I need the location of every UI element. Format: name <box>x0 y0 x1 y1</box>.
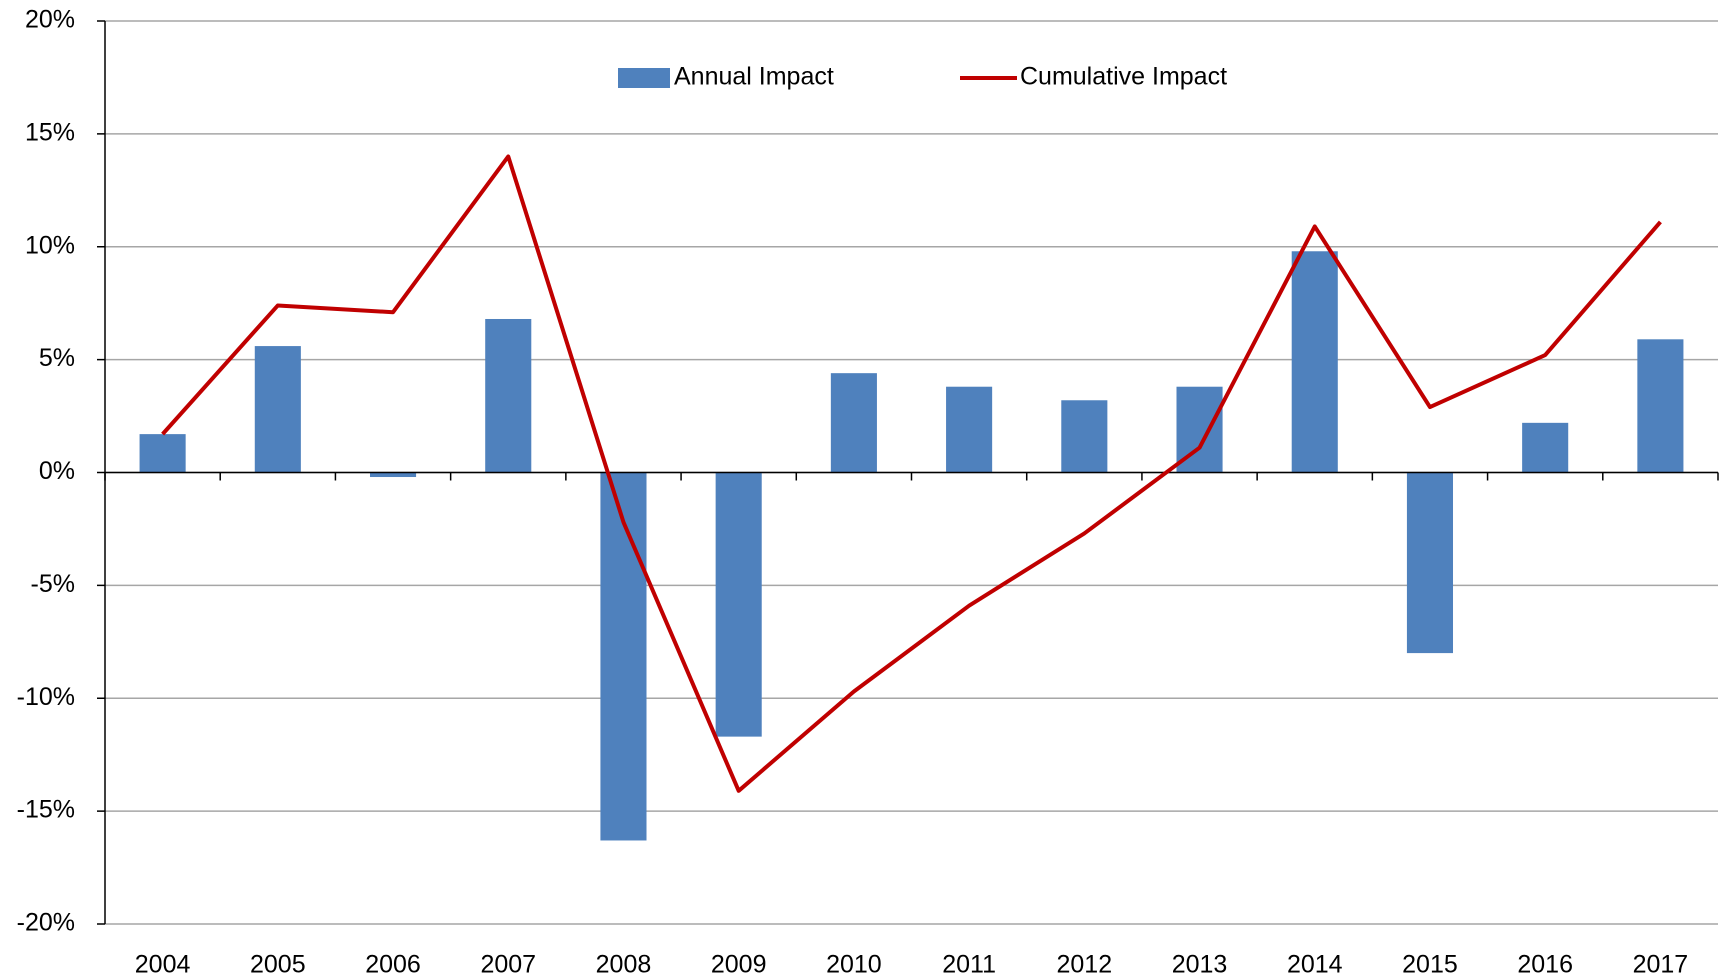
bar <box>254 346 301 473</box>
x-tick-label: 2015 <box>1402 951 1458 979</box>
x-tick-label: 2006 <box>365 951 421 979</box>
y-tick-label: -5% <box>31 570 75 598</box>
bar <box>1406 472 1454 654</box>
y-tick-label: -20% <box>17 909 75 937</box>
x-tick-label: 2009 <box>711 951 767 979</box>
legend-label: Cumulative Impact <box>1020 63 1227 91</box>
legend-label: Annual Impact <box>674 63 834 91</box>
bar <box>715 472 762 737</box>
x-tick-label: 2014 <box>1287 951 1343 979</box>
bar <box>1291 251 1338 473</box>
x-tick-label: 2016 <box>1517 951 1573 979</box>
y-tick-label: 20% <box>25 6 75 34</box>
bar <box>946 386 993 473</box>
x-tick-label: 2013 <box>1172 951 1228 979</box>
x-tick-label: 2007 <box>480 951 536 979</box>
y-tick-label: 5% <box>39 344 75 372</box>
legend-swatch <box>618 68 670 88</box>
x-tick-label: 2012 <box>1057 951 1113 979</box>
x-tick-label: 2005 <box>250 951 306 979</box>
bar <box>1522 422 1569 473</box>
y-tick-label: 0% <box>39 457 75 485</box>
bar <box>139 434 186 473</box>
bar <box>830 373 877 473</box>
line <box>161 154 1662 793</box>
bar <box>1061 400 1108 473</box>
x-tick-label: 2008 <box>596 951 652 979</box>
bar <box>1637 339 1684 473</box>
x-tick-label: 2017 <box>1633 951 1689 979</box>
bar <box>485 318 532 473</box>
x-tick-label: 2004 <box>135 951 191 979</box>
bar <box>369 472 417 478</box>
bar <box>600 472 647 841</box>
y-tick-label: 15% <box>25 118 75 146</box>
y-tick-label: -15% <box>17 796 75 824</box>
y-tick-label: -10% <box>17 683 75 711</box>
x-tick-label: 2011 <box>942 951 996 979</box>
x-tick-label: 2010 <box>826 951 882 979</box>
y-tick-label: 10% <box>25 231 75 259</box>
